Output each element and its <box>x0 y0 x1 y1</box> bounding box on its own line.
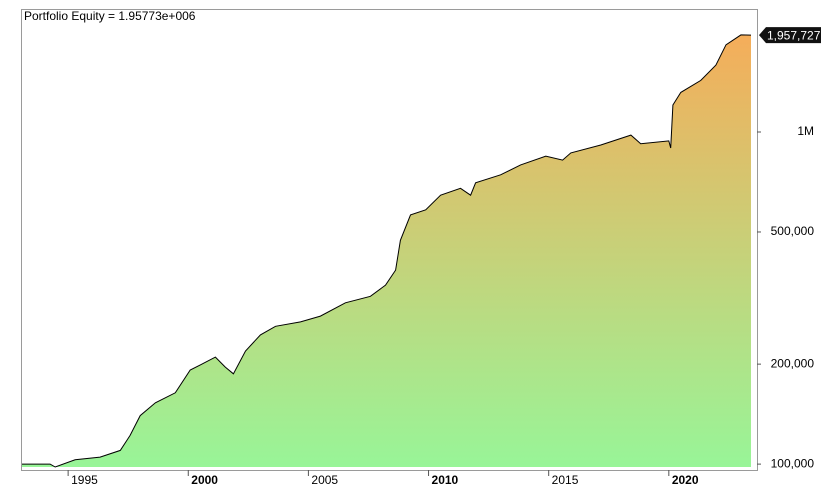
x-tick-label: 2010 <box>432 473 459 487</box>
y-tick-label: 200,000 <box>771 356 815 370</box>
x-tick-label: 2005 <box>311 473 338 487</box>
last-value-label: 1,957,727 <box>767 28 821 42</box>
last-value-tag <box>759 27 821 44</box>
x-tick-label: 2015 <box>552 473 579 487</box>
equity-line <box>22 34 752 468</box>
x-tick-label: 1995 <box>71 473 98 487</box>
y-tick-label: 100,000 <box>771 456 815 470</box>
x-tick-label: 2020 <box>672 473 699 487</box>
y-tick-label: 500,000 <box>771 224 815 238</box>
x-tick-label: 2000 <box>191 473 218 487</box>
plot-frame <box>21 9 758 471</box>
chart-title: Portfolio Equity = 1.95773e+006 <box>24 9 196 23</box>
equity-area <box>22 34 751 468</box>
y-tick-label: 1M <box>797 124 814 138</box>
